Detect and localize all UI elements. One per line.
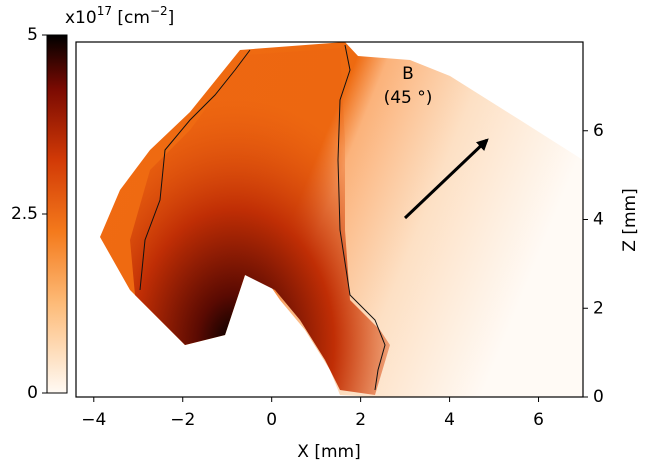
x-tick-label: 2 — [355, 410, 366, 430]
y-tick-label: 0 — [593, 387, 604, 407]
annotation: (45 °) — [384, 88, 433, 108]
x-tick-label: −2 — [170, 410, 195, 430]
colorbar-label-part: [cm — [112, 8, 150, 28]
y-tick-label: 4 — [593, 210, 604, 230]
direction-arrow — [403, 138, 489, 220]
contour — [139, 44, 386, 391]
colorbar-label-part: −2 — [150, 4, 168, 18]
x-tick-label: −4 — [81, 410, 106, 430]
colorbar-label: x1017 [cm−2] — [65, 4, 174, 29]
y-tick-label: 2 — [593, 298, 604, 318]
x-axis-label: X [mm] — [297, 442, 360, 462]
colorbar-tick-label: 0 — [27, 383, 38, 403]
x-tick-label: 0 — [266, 410, 277, 430]
colorbar-label-part: x10 — [65, 8, 97, 28]
y-tick-label: 6 — [593, 121, 604, 141]
annotation: B — [402, 64, 414, 84]
density-core — [130, 48, 390, 395]
x-tick-label: 4 — [444, 410, 455, 430]
colorbar-tick-label: 5 — [27, 25, 38, 45]
y-axis-label: Z [mm] — [620, 188, 640, 251]
colorbar-label-part: ] — [168, 8, 175, 28]
colorbar-tick-label: 2.5 — [11, 204, 38, 224]
colorbar-label-part: 17 — [97, 4, 112, 18]
colorbar — [46, 34, 68, 394]
x-tick-label: 6 — [533, 410, 544, 430]
